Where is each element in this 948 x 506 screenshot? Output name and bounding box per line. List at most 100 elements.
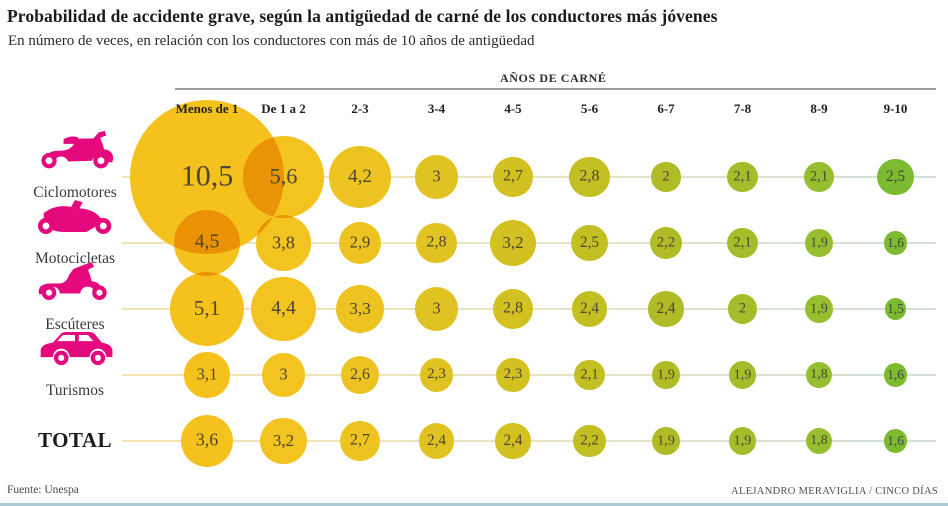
bubble-value: 3,2 bbox=[272, 431, 295, 451]
bubble bbox=[883, 363, 908, 387]
bubble bbox=[495, 423, 531, 459]
source-note: Fuente: Unespa bbox=[7, 484, 79, 496]
bubble bbox=[648, 291, 684, 327]
bubble bbox=[571, 224, 608, 262]
bubble bbox=[340, 421, 380, 461]
page-subtitle: En número de veces, en relación con los … bbox=[8, 33, 535, 49]
column-header: 5-6 bbox=[580, 101, 599, 116]
bubble bbox=[805, 427, 833, 455]
row-label: Turismos bbox=[45, 382, 104, 399]
bubble-value: 2,7 bbox=[503, 167, 523, 185]
bubble bbox=[184, 352, 230, 398]
row-label: Motocicletas bbox=[34, 250, 116, 267]
bubble-value: 2,9 bbox=[349, 232, 371, 252]
bubble-value: 1,6 bbox=[887, 432, 904, 448]
bubble-value: 2,5 bbox=[579, 233, 600, 251]
bubble bbox=[416, 222, 457, 264]
bubble-value: 1,8 bbox=[810, 432, 828, 448]
bubble-value: 3,8 bbox=[272, 232, 295, 253]
bubble bbox=[877, 158, 914, 196]
bubble bbox=[652, 361, 680, 389]
bubble-value: 1,6 bbox=[887, 366, 904, 382]
bubble-value: 2,3 bbox=[503, 366, 523, 383]
bubble bbox=[727, 227, 758, 259]
bubble bbox=[805, 361, 833, 389]
bubble bbox=[574, 359, 605, 391]
bubble-value: 2,6 bbox=[350, 365, 370, 383]
page-title: Probabilidad de accidente grave, según l… bbox=[7, 6, 718, 26]
bubble bbox=[489, 219, 537, 267]
column-header: 2-3 bbox=[351, 101, 369, 116]
bubble bbox=[341, 356, 379, 394]
bubble-value: 2,1 bbox=[733, 234, 752, 251]
bubble-value: 4,2 bbox=[348, 166, 372, 188]
bubble bbox=[169, 271, 245, 347]
bubble-value: 10,5 bbox=[180, 159, 234, 193]
bubble-value: 1,9 bbox=[657, 366, 675, 383]
bubble-value: 3,6 bbox=[195, 429, 219, 450]
column-header: 9-10 bbox=[883, 101, 908, 116]
bubble-value: 3,2 bbox=[502, 233, 524, 253]
bubble bbox=[728, 361, 757, 389]
bubble bbox=[261, 353, 306, 397]
bubble-value: 4,5 bbox=[194, 230, 220, 253]
bubble-value: 2,8 bbox=[426, 233, 447, 251]
bubble bbox=[883, 429, 908, 453]
bubble bbox=[335, 284, 385, 334]
bubble-value: 1,9 bbox=[733, 366, 752, 383]
bubble-value: 1,9 bbox=[657, 432, 675, 449]
bubble-value: 2,4 bbox=[503, 432, 523, 450]
bubble-value: 1,8 bbox=[810, 366, 828, 382]
bubble bbox=[180, 414, 234, 468]
bubble-value: 3 bbox=[432, 166, 441, 186]
bubble bbox=[338, 221, 382, 265]
bubble-value: 2,2 bbox=[580, 432, 599, 449]
bubble bbox=[652, 427, 680, 455]
bubble bbox=[649, 226, 683, 260]
bubble-value: 2,4 bbox=[426, 432, 447, 450]
bubble bbox=[805, 295, 833, 323]
bubble-value: 2,1 bbox=[733, 168, 752, 185]
bubble-value: 4,4 bbox=[271, 297, 296, 319]
column-header: 4-5 bbox=[504, 101, 522, 116]
bubble bbox=[255, 215, 312, 271]
bubble-value: 2,2 bbox=[656, 234, 676, 251]
bubble bbox=[884, 298, 907, 320]
bubble-value: 2,8 bbox=[502, 299, 524, 317]
column-group-label: AÑOS DE CARNÉ bbox=[500, 71, 607, 85]
bubble bbox=[418, 423, 454, 459]
bubble-value: 1,5 bbox=[887, 301, 904, 317]
header-rule bbox=[175, 88, 936, 90]
bubble-value: 2 bbox=[738, 300, 747, 317]
bubble-value: 1,6 bbox=[887, 234, 904, 250]
bubble-value: 3,3 bbox=[349, 299, 371, 319]
bubble bbox=[569, 156, 610, 198]
motorcycle-icon bbox=[33, 193, 117, 239]
bubble bbox=[174, 210, 240, 276]
bubble bbox=[805, 229, 833, 257]
bubble bbox=[651, 162, 681, 192]
bubble bbox=[803, 161, 835, 193]
bubble-value: 1,9 bbox=[733, 432, 752, 449]
bubble bbox=[251, 276, 316, 342]
moped-icon bbox=[33, 127, 117, 173]
bubble bbox=[728, 427, 757, 455]
column-header: 6-7 bbox=[657, 101, 675, 116]
row-label: Escúteres bbox=[45, 316, 105, 333]
bubble bbox=[883, 231, 908, 255]
bubble-value: 2 bbox=[662, 168, 670, 185]
bubble bbox=[242, 136, 325, 218]
total-row-label: TOTAL bbox=[37, 428, 113, 452]
bubble-value: 2,4 bbox=[579, 300, 600, 318]
column-header: Menos de 1 bbox=[175, 101, 239, 116]
bottom-accent-bar bbox=[0, 503, 948, 506]
car-icon bbox=[33, 325, 117, 371]
bubble-value: 1,9 bbox=[810, 300, 828, 317]
bubble-value: 2,5 bbox=[885, 167, 906, 185]
bubble-value: 3,1 bbox=[196, 364, 218, 384]
bubble-value: 1,9 bbox=[810, 234, 828, 251]
bubble bbox=[419, 358, 454, 392]
